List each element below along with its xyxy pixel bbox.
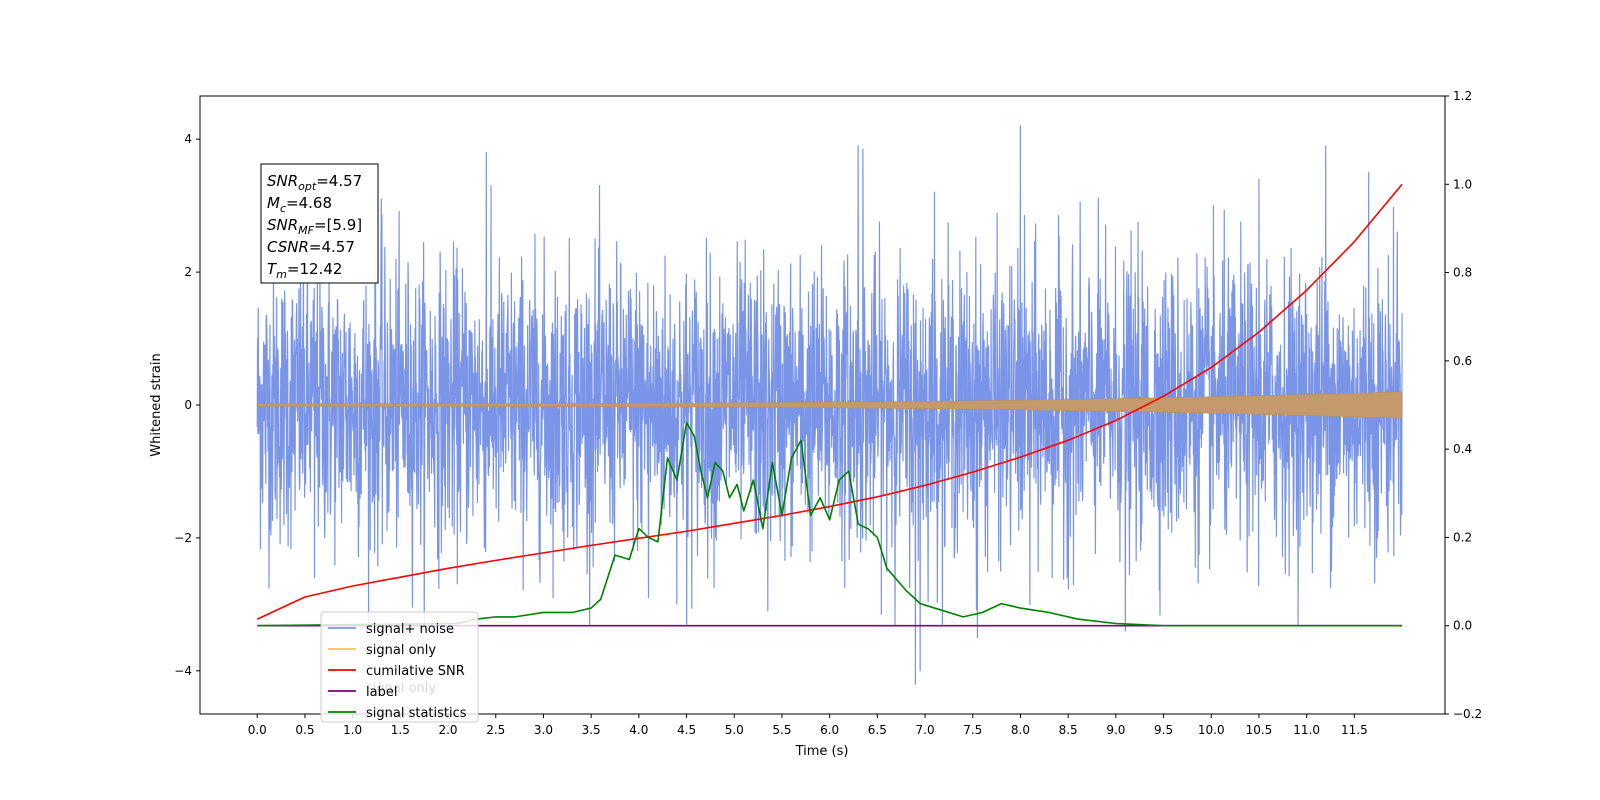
x-tick-label: 4.5 (677, 723, 696, 737)
y-right-tick-label: 0.6 (1453, 354, 1472, 368)
x-tick-label: 1.5 (391, 723, 410, 737)
x-tick-label: 1.0 (343, 723, 362, 737)
legend-ghost-label: signal only (366, 681, 436, 696)
series-signal-noise (256, 125, 1403, 685)
y-axis-left-label: Whitened strain (149, 353, 164, 456)
x-tick-label: 4.0 (629, 723, 648, 737)
x-tick-label: 0.5 (295, 723, 314, 737)
x-tick-label: 8.0 (1011, 723, 1030, 737)
x-axis-label: Time (s) (795, 744, 849, 759)
legend-label: signal statistics (366, 706, 467, 721)
legend-label: cumilative SNR (366, 664, 465, 679)
x-tick-label: 7.0 (916, 723, 935, 737)
annotation-line: SNRopt=4.57 (267, 172, 362, 193)
x-tick-label: 0.0 (248, 723, 267, 737)
x-axis: 0.0 0.5 1.0 1.5 2.0 2.5 3.0 3.5 4.0 4.5 5.0 5.5 6.0 6… (248, 714, 1368, 737)
series-cumulative-snr (256, 183, 1403, 620)
x-tick-label: 6.0 (820, 723, 839, 737)
annotation-line: Tm=12.42 (267, 260, 342, 281)
y-right-tick-label: 0.0 (1453, 619, 1472, 633)
y-right-tick-label: 1.2 (1453, 89, 1472, 103)
y-right-tick-label: 0.4 (1453, 442, 1472, 456)
legend-frame (320, 611, 479, 723)
x-tick-label: 8.5 (1059, 723, 1078, 737)
x-tick-label: 6.5 (868, 723, 887, 737)
x-tick-label: 9.5 (1154, 723, 1173, 737)
legend-label: label (366, 685, 397, 700)
annotation-line: CSNR=4.57 (267, 238, 355, 256)
annotation-frame (260, 163, 379, 284)
legend-label: signal only (366, 643, 436, 658)
y-axis-left: −4 −2 0 2 4 (174, 132, 200, 678)
y-axis-right: −0.2 0.0 0.2 0.4 0.6 0.8 1.0 1.2 (1445, 89, 1482, 721)
y-left-tick-label: −2 (174, 531, 192, 545)
x-tick-label: 10.5 (1246, 723, 1273, 737)
x-tick-label: 9.0 (1106, 723, 1125, 737)
y-right-tick-label: −0.2 (1453, 707, 1482, 721)
annotation-line: Mc=4.68 (267, 194, 332, 215)
series-signal-statistics (257, 421, 1403, 627)
x-tick-label: 11.0 (1293, 723, 1320, 737)
x-tick-label: 5.0 (725, 723, 744, 737)
x-tick-label: 2.0 (438, 723, 457, 737)
y-right-tick-label: 0.2 (1453, 530, 1472, 544)
x-tick-label: 10.0 (1198, 723, 1225, 737)
x-tick-label: 7.5 (963, 723, 982, 737)
legend: signal only signal+ noise signal only cumil… (320, 611, 479, 723)
series-signal-only (256, 391, 1403, 419)
x-tick-label: 5.5 (772, 723, 791, 737)
y-right-tick-label: 0.8 (1453, 266, 1472, 280)
annotation-line: SNRMF=[5.9] (267, 216, 362, 237)
y-left-tick-label: 2 (184, 265, 192, 279)
x-tick-label: 3.0 (534, 723, 553, 737)
plot-frame (199, 95, 1446, 715)
x-tick-label: 11.5 (1341, 723, 1368, 737)
y-left-tick-label: 0 (184, 398, 192, 412)
x-tick-label: 2.5 (486, 723, 505, 737)
x-tick-label: 3.5 (582, 723, 601, 737)
y-left-tick-label: 4 (184, 132, 192, 146)
y-right-tick-label: 1.0 (1453, 177, 1472, 191)
y-left-tick-label: −4 (174, 664, 192, 678)
legend-label: signal+ noise (366, 622, 454, 637)
